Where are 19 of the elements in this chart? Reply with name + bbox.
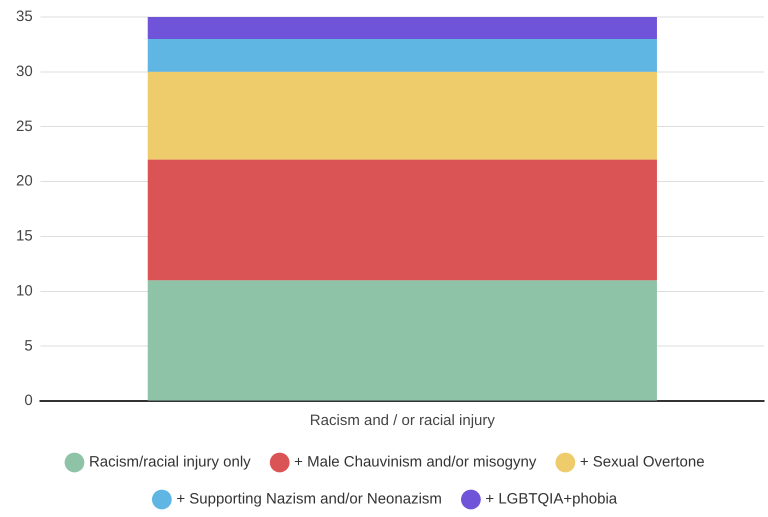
y-tick-label: 5 — [24, 337, 33, 354]
legend-label: + Supporting Nazism and/or Neonazism — [176, 490, 442, 508]
y-tick-label: 25 — [16, 118, 33, 135]
legend-label: + LGBTQIA+phobia — [485, 490, 618, 508]
y-tick-label: 30 — [16, 63, 33, 80]
legend-label: + Male Chauvinism and/or misogyny — [294, 454, 537, 471]
y-tick-label: 20 — [16, 172, 33, 190]
y-tick-label: 10 — [16, 282, 33, 300]
bar — [148, 38, 657, 72]
legend-label: + Sexual Overtone — [580, 454, 705, 471]
bar — [148, 280, 657, 400]
legend-label: Racism/racial injury only — [88, 454, 252, 471]
bar — [148, 160, 657, 280]
y-tick-label: 0 — [24, 392, 33, 410]
bar — [148, 72, 657, 160]
x-tick-label: Racism and / or racial injury — [310, 412, 496, 430]
y-tick-label: 15 — [16, 228, 33, 245]
bar — [148, 17, 657, 39]
y-tick-label: 35 — [16, 8, 33, 26]
